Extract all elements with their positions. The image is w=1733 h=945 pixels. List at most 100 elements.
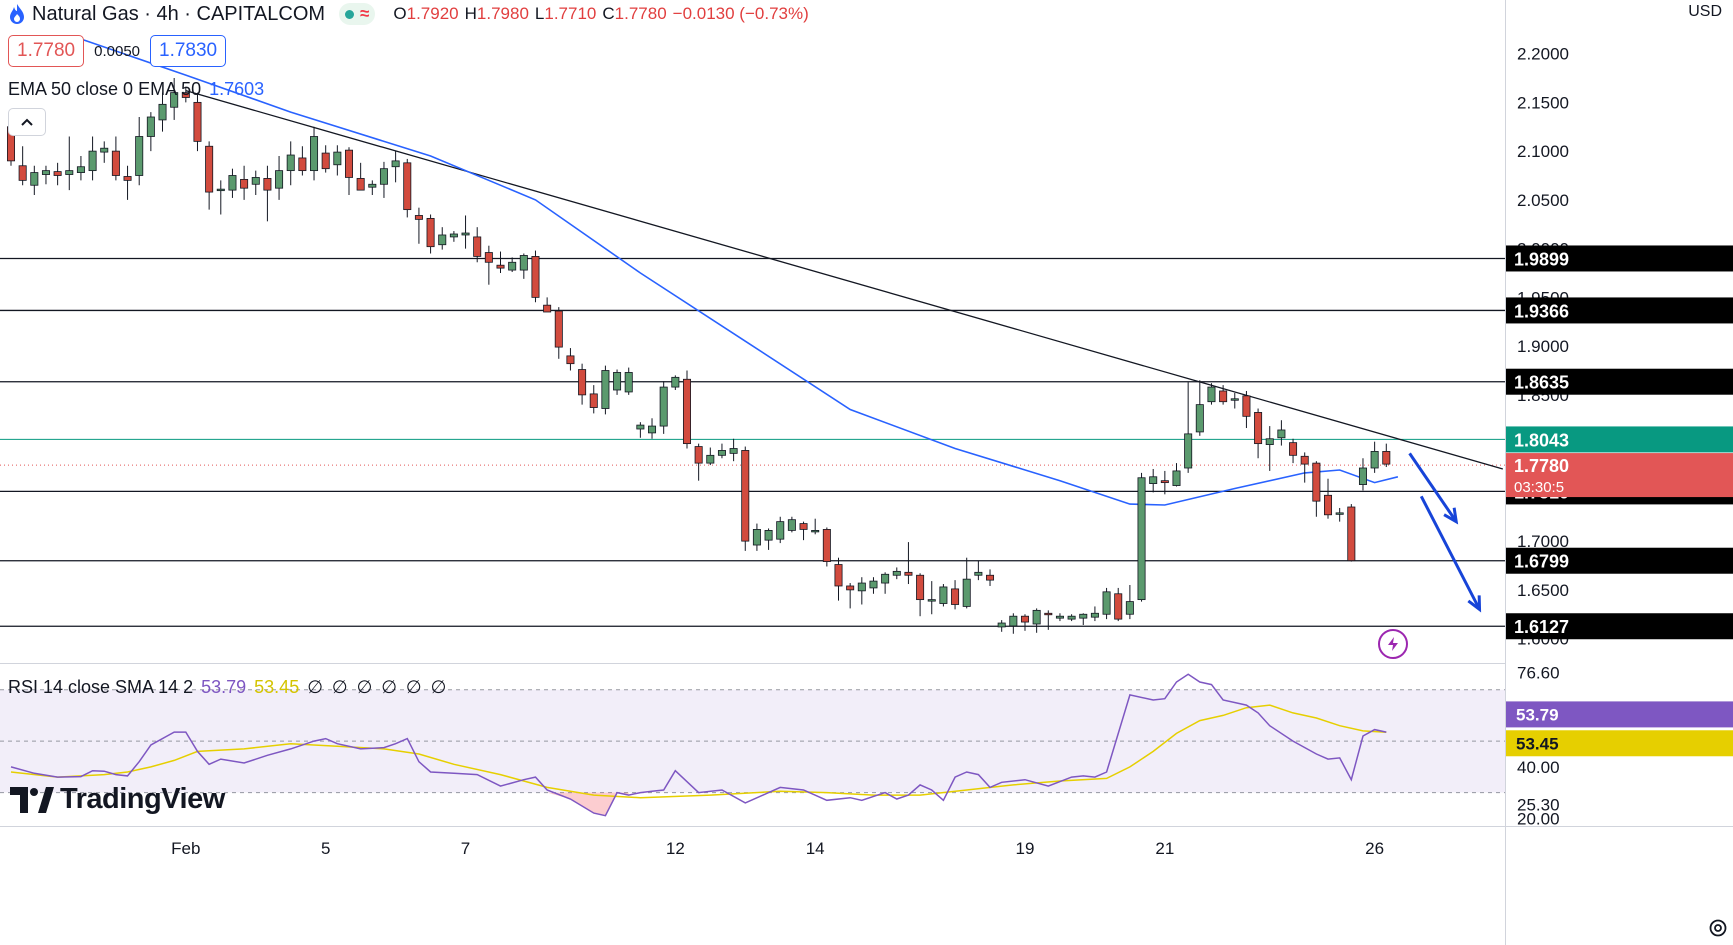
candle[interactable] [356, 162, 365, 191]
candle[interactable] [368, 180, 377, 195]
candle[interactable] [379, 161, 388, 198]
candle[interactable] [1114, 587, 1123, 622]
candle[interactable] [1347, 504, 1356, 562]
candle[interactable] [776, 516, 785, 544]
settings-icon[interactable] [1707, 917, 1729, 939]
candle[interactable] [1277, 420, 1286, 446]
candle[interactable] [1242, 390, 1251, 429]
candle[interactable] [543, 297, 552, 313]
candle[interactable] [1370, 441, 1379, 473]
candle[interactable] [1044, 610, 1053, 630]
candle[interactable] [53, 162, 62, 186]
candle[interactable] [846, 583, 855, 609]
candle[interactable] [100, 141, 109, 163]
trend-line[interactable] [185, 90, 1504, 470]
candle[interactable] [927, 581, 936, 615]
candle[interactable] [193, 92, 202, 152]
candle[interactable] [251, 170, 260, 195]
candle[interactable] [1335, 507, 1344, 522]
candle[interactable] [787, 516, 796, 533]
candle[interactable] [729, 438, 738, 462]
candle[interactable] [508, 257, 517, 273]
candle[interactable] [438, 227, 447, 250]
candle[interactable] [1090, 606, 1099, 622]
candle[interactable] [263, 165, 272, 222]
ema-legend[interactable]: EMA 50 close 0 EMA 50 1.7603 [8, 78, 264, 100]
candle[interactable] [694, 443, 703, 481]
candle[interactable] [1125, 585, 1134, 620]
candle[interactable] [636, 422, 645, 438]
candle[interactable] [939, 584, 948, 607]
candle[interactable] [1219, 385, 1228, 405]
candle[interactable] [111, 136, 120, 181]
candle[interactable] [1137, 472, 1146, 602]
candle[interactable] [671, 375, 680, 390]
collapse-legend-button[interactable] [8, 108, 46, 136]
candle[interactable] [519, 253, 528, 279]
candle[interactable] [1195, 380, 1204, 436]
candle[interactable] [601, 365, 610, 415]
candle[interactable] [1032, 608, 1041, 633]
candle[interactable] [554, 307, 563, 359]
forecast-arrow[interactable] [1408, 452, 1459, 525]
rsi-legend[interactable]: RSI 14 close SMA 14 2 53.79 53.45 ∅ ∅ ∅ … [8, 676, 448, 698]
candle[interactable] [344, 147, 353, 195]
candle[interactable] [391, 151, 400, 183]
candle[interactable] [286, 141, 295, 186]
candle[interactable] [496, 251, 505, 273]
currency-label[interactable]: USD [1688, 3, 1722, 20]
candle[interactable] [461, 215, 470, 249]
candle[interactable] [414, 207, 423, 244]
candle[interactable] [1289, 438, 1298, 464]
candle[interactable] [624, 367, 633, 395]
candle[interactable] [764, 528, 773, 550]
candle[interactable] [1067, 614, 1076, 622]
candle[interactable] [811, 518, 820, 535]
candle[interactable] [1184, 382, 1193, 473]
candle[interactable] [1055, 613, 1064, 622]
candle[interactable] [135, 117, 144, 186]
candle[interactable] [1265, 426, 1274, 471]
candle[interactable] [706, 447, 715, 466]
candle[interactable] [170, 78, 179, 120]
candle[interactable] [752, 523, 761, 551]
candle[interactable] [1207, 383, 1216, 405]
candle[interactable] [41, 165, 50, 185]
candle[interactable] [659, 381, 668, 434]
candle[interactable] [589, 385, 598, 414]
sell-button[interactable]: 1.7780 [8, 35, 85, 67]
candle[interactable] [857, 577, 866, 605]
candle[interactable] [881, 572, 890, 594]
candle[interactable] [648, 418, 657, 439]
candle[interactable] [986, 569, 995, 586]
market-status-badge[interactable]: ≈ [339, 3, 376, 25]
candle[interactable] [997, 620, 1006, 632]
buy-button[interactable]: 1.7830 [150, 35, 227, 67]
candle[interactable] [822, 527, 831, 567]
candle[interactable] [310, 126, 319, 181]
candle[interactable] [1102, 587, 1111, 620]
candle[interactable] [1358, 458, 1367, 491]
candle[interactable] [1020, 614, 1029, 631]
candle[interactable] [531, 250, 540, 303]
candle[interactable] [1160, 470, 1169, 495]
candle[interactable] [158, 92, 167, 132]
candle[interactable] [904, 542, 913, 585]
candle[interactable] [1254, 408, 1263, 459]
candle[interactable] [240, 165, 249, 200]
candle[interactable] [1230, 392, 1239, 409]
candle[interactable] [275, 156, 284, 200]
candle[interactable] [974, 560, 983, 581]
candle[interactable] [578, 363, 587, 405]
candle[interactable] [123, 165, 132, 200]
lightning-icon[interactable] [1378, 629, 1408, 659]
candle[interactable] [18, 146, 27, 186]
candle[interactable] [1079, 613, 1088, 625]
candle[interactable] [484, 245, 493, 285]
symbol-title[interactable]: Natural Gas · 4h · CAPITALCOM [32, 2, 326, 25]
candle[interactable] [1312, 461, 1321, 517]
candle[interactable] [449, 231, 458, 242]
candle[interactable] [321, 145, 330, 173]
candle[interactable] [892, 567, 901, 580]
candle[interactable] [1382, 443, 1391, 468]
